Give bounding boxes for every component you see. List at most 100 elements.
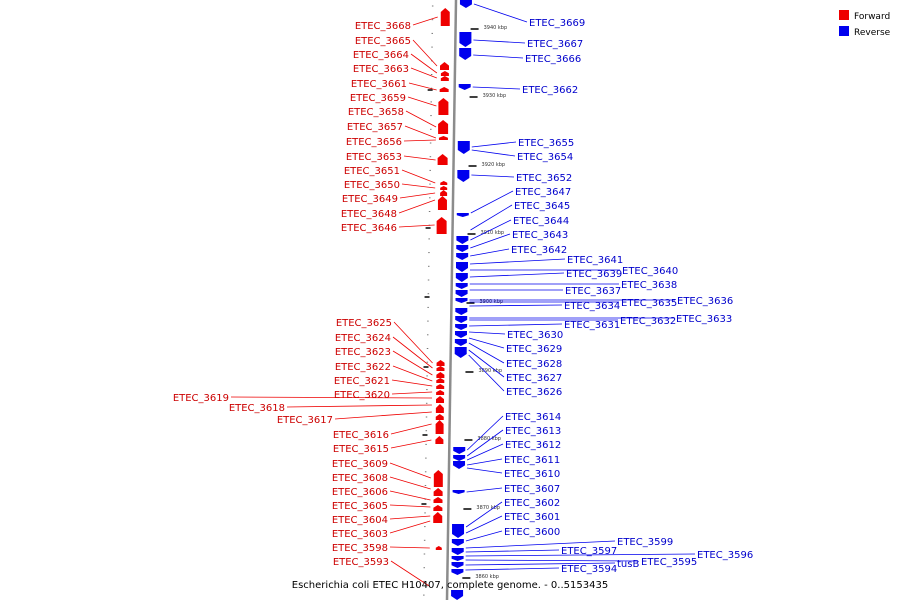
forward-gene-label: ETEC_3625 bbox=[336, 318, 392, 329]
forward-leader-line bbox=[389, 490, 431, 501]
forward-gene-label: ETEC_3621 bbox=[334, 376, 390, 387]
reverse-leader-line bbox=[466, 415, 504, 451]
reverse-gene-label: ETEC_3600 bbox=[504, 527, 560, 538]
forward-leader-line bbox=[391, 391, 433, 395]
reverse-leader-line bbox=[466, 487, 503, 493]
forward-leader-line bbox=[334, 411, 432, 420]
legend-reverse-label: Reverse bbox=[854, 28, 891, 38]
forward-leader-line bbox=[390, 423, 432, 435]
reverse-leader-line bbox=[470, 233, 511, 249]
tick-label: 3870 kbp bbox=[476, 505, 500, 511]
gene-features bbox=[433, 0, 472, 600]
reverse-leader-line bbox=[473, 3, 528, 23]
forward-gene bbox=[436, 360, 445, 366]
reverse-leader-line bbox=[468, 337, 505, 349]
reverse-gene-label: ETEC_3642 bbox=[511, 245, 567, 256]
reverse-gene bbox=[455, 308, 468, 315]
reverse-gene-label: ETEC_3654 bbox=[517, 152, 573, 163]
reverse-leader-line bbox=[465, 540, 616, 549]
reverse-leader-line bbox=[465, 562, 616, 566]
forward-leader-line bbox=[389, 476, 431, 490]
reverse-gene bbox=[454, 339, 467, 346]
reverse-gene-label: ETEC_3611 bbox=[504, 455, 560, 466]
forward-leader-line bbox=[412, 16, 438, 26]
forward-gene-label: ETEC_3608 bbox=[332, 473, 388, 484]
reverse-gene-label: ETEC_3626 bbox=[506, 387, 562, 398]
reverse-gene bbox=[454, 347, 467, 358]
reverse-gene bbox=[456, 253, 469, 260]
forward-gene bbox=[436, 378, 445, 383]
reverse-gene-label: ETEC_3629 bbox=[506, 344, 562, 355]
reverse-gene-label: ETEC_3630 bbox=[507, 330, 563, 341]
forward-gene bbox=[437, 154, 448, 165]
reverse-gene bbox=[455, 298, 468, 303]
reverse-gene-label: ETEC_3632 bbox=[620, 316, 676, 327]
reverse-leader-line bbox=[465, 549, 560, 553]
forward-gene bbox=[437, 196, 447, 210]
reverse-gene bbox=[455, 262, 468, 272]
reverse-leader-line bbox=[468, 331, 506, 335]
forward-gene bbox=[433, 505, 443, 511]
genome-backbone bbox=[445, 0, 458, 600]
reverse-gene-label: ETEC_3645 bbox=[514, 201, 570, 212]
forward-leader-line bbox=[398, 199, 436, 214]
forward-leader-line bbox=[389, 515, 431, 520]
reverse-leader-line bbox=[465, 501, 503, 528]
forward-leader-line bbox=[404, 125, 437, 139]
forward-gene-label: ETEC_3665 bbox=[355, 36, 411, 47]
reverse-leader-line bbox=[465, 559, 640, 562]
reverse-gene bbox=[451, 590, 464, 600]
reverse-leader-line bbox=[465, 515, 503, 534]
reverse-leader-line bbox=[465, 530, 503, 542]
forward-gene bbox=[438, 98, 449, 115]
forward-gene bbox=[440, 62, 450, 70]
reverse-gene bbox=[453, 447, 466, 454]
reverse-gene bbox=[457, 170, 470, 182]
forward-gene-label: ETEC_3619 bbox=[173, 393, 229, 404]
forward-gene bbox=[440, 181, 448, 185]
reverse-leader-line bbox=[469, 323, 563, 327]
reverse-gene-label: ETEC_3643 bbox=[512, 230, 568, 241]
reverse-gene-label: ETEC_3638 bbox=[621, 280, 677, 291]
reverse-leader-line bbox=[466, 467, 503, 474]
forward-gene bbox=[436, 217, 447, 234]
forward-leader-line bbox=[410, 53, 438, 74]
reverse-gene bbox=[451, 539, 464, 546]
forward-gene-label: ETEC_3620 bbox=[334, 390, 390, 401]
reverse-leader-line bbox=[470, 204, 513, 231]
forward-gene bbox=[433, 470, 443, 487]
forward-gene bbox=[436, 384, 445, 389]
forward-gene-label: ETEC_3646 bbox=[341, 223, 397, 234]
reverse-gene bbox=[455, 273, 468, 282]
reverse-gene bbox=[451, 548, 464, 555]
forward-leader-line bbox=[403, 139, 436, 142]
forward-leader-line bbox=[412, 39, 438, 67]
forward-gene bbox=[438, 120, 449, 134]
reverse-gene-label: ETEC_3636 bbox=[677, 296, 733, 307]
reverse-gene-label: ETEC_3594 bbox=[561, 564, 617, 575]
forward-gene-label: ETEC_3648 bbox=[341, 209, 397, 220]
forward-gene-label: ETEC_3606 bbox=[332, 487, 388, 498]
forward-gene bbox=[440, 186, 448, 190]
forward-gene-label: ETEC_3651 bbox=[344, 166, 400, 177]
reverse-gene-label: ETEC_3596 bbox=[697, 550, 753, 561]
forward-leader-line bbox=[392, 365, 433, 382]
forward-gene-label: ETEC_3618 bbox=[229, 403, 285, 414]
reverse-gene-label: ETEC_3597 bbox=[561, 546, 617, 557]
tick-label: 3880 kbp bbox=[477, 436, 501, 442]
forward-gene-label: ETEC_3609 bbox=[332, 459, 388, 470]
reverse-gene bbox=[458, 84, 471, 90]
reverse-gene-label: ETEC_3601 bbox=[504, 512, 560, 523]
forward-gene-label: ETEC_3623 bbox=[335, 347, 391, 358]
forward-gene-label: ETEC_3605 bbox=[332, 501, 388, 512]
forward-gene-label: ETEC_3658 bbox=[348, 107, 404, 118]
tick-label: 3890 kbp bbox=[478, 368, 502, 374]
forward-gene bbox=[435, 420, 444, 434]
reverse-gene-label: ETEC_3655 bbox=[518, 138, 574, 149]
forward-gene-label: ETEC_3604 bbox=[332, 515, 388, 526]
reverse-gene bbox=[457, 141, 470, 154]
reverse-gene-label: ETEC_3599 bbox=[617, 537, 673, 548]
forward-gene-label: ETEC_3649 bbox=[342, 194, 398, 205]
reverse-gene-label: ETEC_3633 bbox=[676, 314, 732, 325]
forward-leader-line bbox=[407, 96, 437, 107]
